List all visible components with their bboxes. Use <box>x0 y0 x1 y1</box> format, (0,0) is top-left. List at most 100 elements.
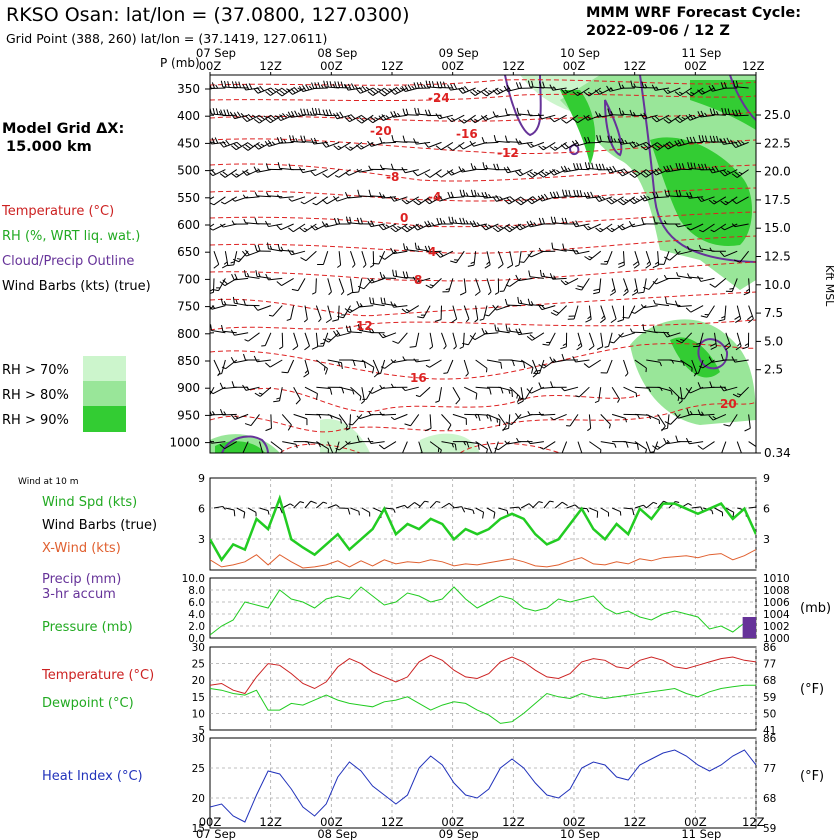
wind-barb-flag <box>337 145 342 149</box>
wind-barb-flag <box>306 108 310 116</box>
wind-barb-flag <box>256 117 263 122</box>
wind-barb-staff <box>221 359 226 374</box>
wind-barb-flag <box>246 272 250 278</box>
wind-barb-flag <box>279 507 283 514</box>
wind-barb-staff <box>598 278 602 293</box>
wind-barb-flag <box>737 455 742 459</box>
wind-barb-flag <box>407 84 412 91</box>
wind-barb-flag <box>631 197 638 203</box>
wind-barb-staff <box>586 196 601 199</box>
pressure-axis: 3504004505005506006507007508008509009501… <box>169 82 210 450</box>
wind-barb-staff <box>484 332 499 335</box>
wind-barb-staff <box>530 250 545 258</box>
wind-barb-flag <box>233 143 240 149</box>
wind-barb-flag <box>748 318 754 324</box>
wind-barb-flag <box>609 341 614 344</box>
wind-barb-flag <box>477 192 480 197</box>
wind-barb-flag <box>264 220 269 227</box>
wind-barb-flag <box>232 296 235 304</box>
wind-barb-staff <box>498 507 508 511</box>
wind-barb-flag <box>531 80 534 88</box>
wind-barb-staff <box>393 196 408 202</box>
wind-barb-flag <box>664 421 671 425</box>
wind-barb-flag <box>637 291 645 294</box>
wind-barb-flag <box>731 223 736 227</box>
wind-barb-staff <box>291 140 306 143</box>
wind-barb-staff <box>338 141 351 151</box>
wind-barb-flag <box>220 223 224 228</box>
wind-barb-staff <box>736 169 749 178</box>
wind-barb-staff <box>711 141 726 143</box>
wind-barb-staff <box>210 386 215 396</box>
wind-barb-flag <box>390 301 394 308</box>
wind-barb-flag <box>669 165 674 172</box>
wind-barb-flag <box>340 419 342 424</box>
height-tick-label: 15.0 <box>764 221 791 235</box>
wind-barb-flag <box>462 189 466 197</box>
wind-barb-staff <box>245 386 260 391</box>
wind-barb-staff <box>382 114 397 121</box>
wind-barb-flag <box>349 325 352 333</box>
wind-barb-staff <box>407 502 415 509</box>
wind-barb-flag <box>734 315 741 320</box>
wind-barb-flag <box>527 411 531 415</box>
wind-barb-flag <box>495 88 501 94</box>
wind-barb-flag <box>369 264 374 268</box>
bottom-hour-label: 00Z <box>563 815 586 829</box>
wind-barb-flag <box>323 501 328 504</box>
wind-barb-flag <box>340 291 345 295</box>
wind-barb-staff <box>279 387 283 402</box>
wind-barb-flag <box>233 112 239 119</box>
wind-barb-staff <box>621 223 636 231</box>
wind-barb-staff <box>236 507 245 513</box>
wind-barb-staff <box>213 196 226 206</box>
wind-barb-flag <box>391 135 394 142</box>
wind-barb-flag <box>651 170 657 176</box>
wind-barb-flag <box>625 418 627 423</box>
wind-barb-flag <box>635 142 640 146</box>
wind-barb-flag <box>286 114 290 118</box>
wind-barb-flag <box>424 173 431 178</box>
wind-barb-staff <box>416 113 431 116</box>
wind-barb-flag <box>473 165 477 170</box>
wind-barb-staff <box>347 331 362 334</box>
wind-barb-flag <box>494 447 499 451</box>
wind-barb-staff <box>507 141 522 143</box>
wind-barb-flag <box>685 307 692 313</box>
wind-barb-flag <box>393 110 398 118</box>
wind-barb-flag <box>587 225 592 229</box>
wind-barb-flag <box>515 138 520 145</box>
wind-barb-staff <box>646 413 660 421</box>
wind-barb-staff <box>735 141 749 149</box>
wind-barb-staff <box>475 441 488 450</box>
wind-barb-flag <box>372 262 379 265</box>
wind-barb-flag <box>580 455 583 458</box>
wind-barb-staff <box>654 331 670 334</box>
top-hour-label: 00Z <box>199 59 222 73</box>
wind-barb-flag <box>242 384 247 391</box>
wind-barb-flag <box>652 146 658 151</box>
wind-barb-flag <box>726 137 731 144</box>
wind-barb-flag <box>560 144 567 150</box>
wind-barb-flag <box>465 192 469 197</box>
wind-barb-flag <box>248 83 253 90</box>
wind-barb-flag <box>621 84 625 89</box>
temp-unit-f: (°F) <box>800 682 824 697</box>
wind-barb-staff <box>748 278 751 293</box>
wind-barb-flag <box>295 399 301 405</box>
cross-section-wind-barbs <box>210 80 756 459</box>
wind-barb-staff <box>561 441 568 453</box>
wind-barb-flag <box>520 261 525 263</box>
wind-barb-staff <box>359 305 374 308</box>
wind-barb-flag <box>446 116 453 123</box>
wind-barb-staff <box>700 277 715 282</box>
wind-barb-flag <box>310 500 317 504</box>
wind-barb-flag <box>651 117 658 123</box>
wind-barb-flag <box>294 110 298 117</box>
temp-label-m24: -24 <box>428 91 450 105</box>
wind-barb-flag <box>251 114 256 118</box>
wind-barb-staff <box>316 441 329 450</box>
wind-barb-flag <box>435 252 441 258</box>
wind-barb-flag <box>219 444 225 450</box>
wind-barb-flag <box>712 108 716 115</box>
